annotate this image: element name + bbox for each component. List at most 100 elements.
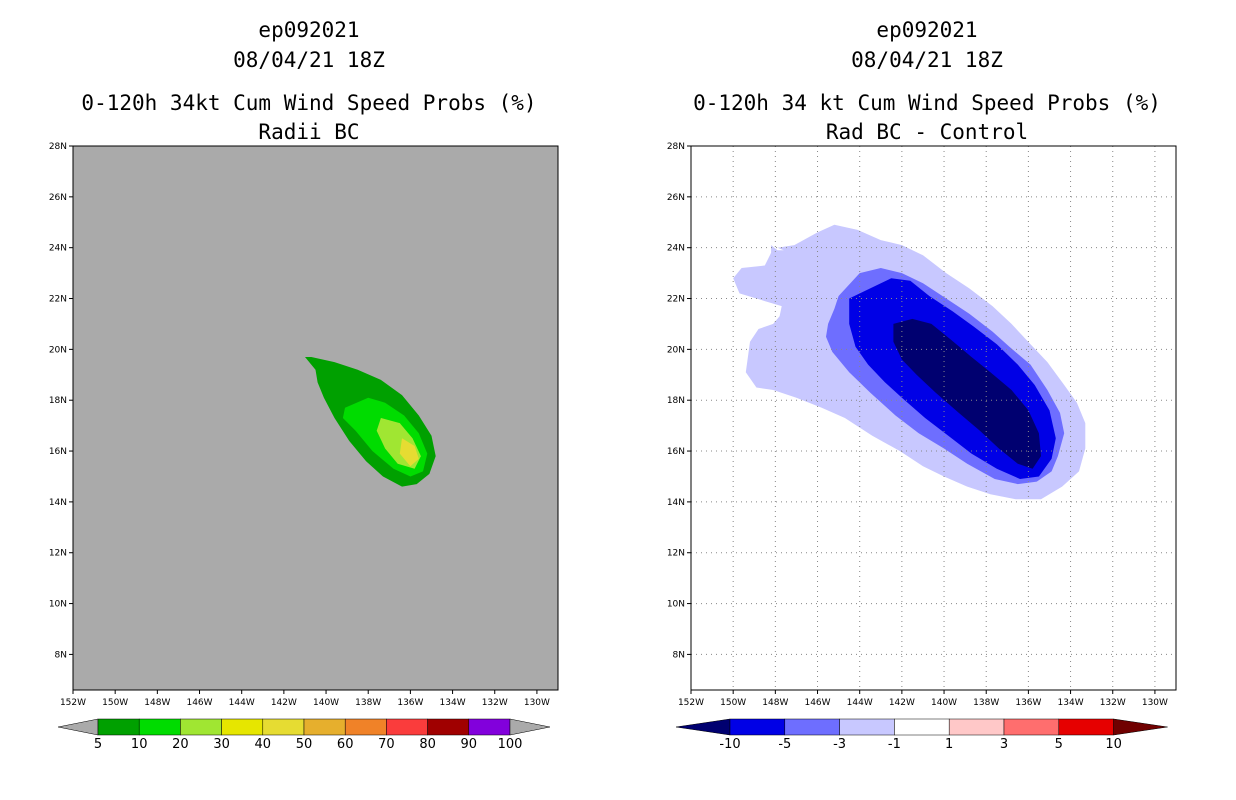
right-y-axis: 8N 10N 12N 14N 16N 18N 20N 22N 24N 26N 28N (667, 142, 691, 660)
x-tick-label: 132W (1100, 698, 1126, 708)
x-tick-label: 134W (440, 698, 466, 708)
colorbar-swatch (1058, 718, 1114, 736)
y-tick-label: 26N (667, 193, 685, 203)
colorbar-label: 80 (419, 737, 436, 752)
x-tick-label: 146W (804, 698, 830, 708)
colorbar-under-arrow (57, 718, 99, 736)
left-plot-title: 0-120h 34kt Cum Wind Speed Probs (%) (81, 91, 536, 115)
x-tick-label: 152W (678, 698, 704, 708)
colorbar-label: 10 (1105, 737, 1122, 752)
right-plot-frame (690, 145, 1177, 691)
y-tick-label: 28N (49, 142, 67, 152)
colorbar-label: 90 (461, 737, 478, 752)
left-contour-layer (305, 357, 436, 487)
right-contour-layer (733, 224, 1086, 500)
y-tick-label: 14N (49, 498, 67, 508)
x-tick-label: 140W (931, 698, 957, 708)
colorbar-swatch (1003, 718, 1060, 736)
y-tick-label: 8N (673, 650, 685, 660)
colorbar-label: 10 (131, 737, 148, 752)
left-x-axis: 152W 150W 148W 146W 144W 142W 140W 138W 136W 134W… (60, 690, 550, 708)
colorbar-label: 50 (296, 737, 313, 752)
y-tick-label: 16N (49, 447, 67, 457)
y-tick-label: 12N (667, 549, 685, 559)
left-plot-frame (72, 145, 559, 691)
right-plot-title: 0-120h 34 kt Cum Wind Speed Probs (%) (693, 91, 1161, 115)
colorbar-over-arrow (1113, 718, 1168, 736)
contour-3 (399, 438, 419, 467)
colorbar-swatch (948, 718, 1005, 736)
colorbar-label: 5 (1055, 737, 1063, 752)
right-x-axis: 152W 150W 148W 146W 144W 142W 140W 138W 136W 134W… (678, 690, 1168, 708)
right-subtitle: 08/04/21 18Z (851, 48, 1003, 72)
y-tick-label: 18N (49, 396, 67, 406)
x-tick-label: 130W (524, 698, 550, 708)
left-panel: ep092021 08/04/21 18Z 0-120h 34kt Cum Wi… (49, 18, 559, 752)
y-tick-label: 18N (667, 396, 685, 406)
colorbar-swatch (468, 718, 511, 736)
y-tick-label: 14N (667, 498, 685, 508)
colorbar-swatch (221, 718, 264, 736)
colorbar-swatch (303, 718, 346, 736)
y-tick-label: 28N (667, 142, 685, 152)
left-y-axis: 8N 10N 12N 14N 16N 18N 20N 22N 24N 26N 28N (49, 142, 73, 660)
x-tick-label: 136W (1015, 698, 1041, 708)
y-tick-label: 10N (667, 600, 685, 610)
x-tick-label: 146W (186, 698, 212, 708)
y-tick-label: 26N (49, 193, 67, 203)
x-tick-label: 132W (482, 698, 508, 708)
colorbar-label: 3 (1000, 737, 1008, 752)
y-tick-label: 22N (49, 295, 67, 305)
colorbar-label: 30 (213, 737, 230, 752)
x-tick-label: 138W (973, 698, 999, 708)
colorbar-swatch (894, 718, 950, 736)
x-tick-label: 150W (720, 698, 746, 708)
colorbar-swatch (386, 718, 428, 736)
y-tick-label: 16N (667, 447, 685, 457)
y-tick-label: 12N (49, 549, 67, 559)
right-grid-overlay (691, 146, 1176, 690)
left-plot-subtitle: Radii BC (258, 120, 359, 144)
y-tick-label: 10N (49, 600, 67, 610)
colorbar-label: -1 (888, 737, 901, 752)
colorbar-swatch (97, 718, 140, 736)
x-tick-label: 140W (313, 698, 339, 708)
colorbar-swatch (427, 718, 470, 736)
colorbar-over-arrow (509, 718, 551, 736)
colorbar-label: -10 (719, 737, 740, 752)
y-tick-label: 22N (667, 295, 685, 305)
colorbar-swatch (262, 718, 305, 736)
colorbar-label: -5 (778, 737, 791, 752)
colorbar-swatch (729, 718, 786, 736)
left-title: ep092021 (258, 18, 359, 42)
x-tick-label: 150W (102, 698, 128, 708)
x-tick-label: 142W (271, 698, 297, 708)
colorbar-label: 40 (255, 737, 272, 752)
colorbar-label: 1 (945, 737, 953, 752)
colorbar-swatch (138, 718, 181, 736)
colorbar-label: 20 (172, 737, 189, 752)
x-tick-label: 144W (847, 698, 873, 708)
right-title: ep092021 (876, 18, 977, 42)
left-colorbar: 5 10 20 30 40 50 60 70 80 90 100 (57, 718, 551, 752)
x-tick-label: 152W (60, 698, 86, 708)
y-tick-label: 24N (667, 244, 685, 254)
x-tick-label: 144W (229, 698, 255, 708)
left-subtitle: 08/04/21 18Z (233, 48, 385, 72)
colorbar-label: 60 (337, 737, 354, 752)
colorbar-swatch (839, 718, 895, 736)
x-tick-label: 134W (1058, 698, 1084, 708)
y-tick-label: 20N (667, 345, 685, 355)
colorbar-label: -3 (833, 737, 846, 752)
y-tick-label: 24N (49, 244, 67, 254)
colorbar-label: 5 (94, 737, 102, 752)
x-tick-label: 130W (1142, 698, 1168, 708)
y-tick-label: 20N (49, 345, 67, 355)
colorbar-label: 100 (498, 737, 523, 752)
colorbar-swatch (344, 718, 387, 736)
x-tick-label: 148W (144, 698, 170, 708)
x-tick-label: 138W (355, 698, 381, 708)
right-panel: ep092021 08/04/21 18Z 0-120h 34 kt Cum W… (667, 18, 1177, 752)
colorbar-label: 70 (378, 737, 395, 752)
